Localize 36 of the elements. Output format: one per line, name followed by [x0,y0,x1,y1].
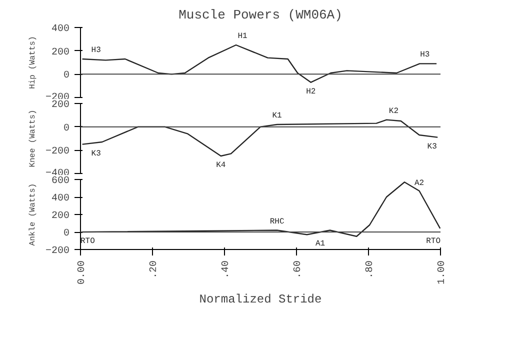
line-series [82,119,438,157]
y-tick-label: 200 [51,47,70,58]
x-tick-label: 0.00 [77,260,88,285]
y-tick-label: −200 [45,246,70,257]
y-axis-title: Ankle (Watts) [28,183,38,246]
y-tick-label: 200 [51,211,70,222]
annotation: RTO [426,237,441,246]
annotation: H3 [420,50,430,60]
x-tick-label: .40 [221,260,232,279]
y-tick-label: 0 [64,70,70,82]
annotation: K2 [388,106,399,116]
y-tick-label: 0 [64,228,70,240]
y-axis-title: Hip (Watts) [28,36,38,89]
y-axis-title: Knee (Watts) [28,110,38,168]
annotation: K3 [91,149,102,158]
annotation: K1 [272,112,282,120]
y-tick-label: 400 [51,24,70,35]
annotation: A2 [414,179,424,188]
chart-title: Muscle Powers (WM06A) [178,8,342,22]
x-tick-label: .80 [365,260,376,279]
annotation: RTO [80,237,96,246]
y-tick-label: −200 [45,146,70,158]
y-tick-label: 0 [64,123,70,134]
line-series [82,44,438,83]
x-tick-label: .60 [293,260,304,279]
annotation: K3 [427,142,438,152]
annotation: H3 [91,46,102,55]
annotation: A1 [315,240,326,249]
annotation: RHC [270,217,284,226]
x-tick-label: 1.00 [437,260,448,285]
annotation: H2 [306,87,316,96]
y-tick-label: 400 [51,194,70,204]
x-tick-label: .20 [149,260,160,279]
x-axis-title: Normalized Stride [199,292,322,307]
annotation: K4 [216,161,226,170]
annotation: H1 [238,32,248,41]
